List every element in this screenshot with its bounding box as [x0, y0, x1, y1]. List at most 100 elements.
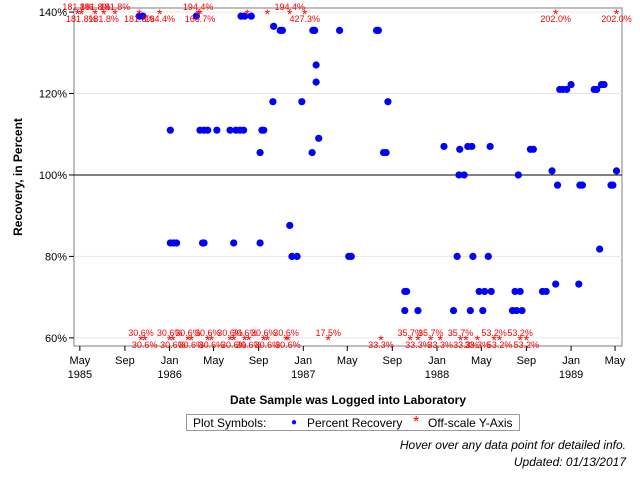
- off-scale-label: 194.4%: [274, 2, 305, 12]
- y-tick-label: 100%: [39, 170, 67, 182]
- legend: Plot Symbols: ● Percent Recovery * Off-s…: [186, 414, 520, 431]
- off-scale-marker: *: [261, 332, 267, 348]
- data-point: [529, 145, 537, 153]
- off-scale-label: 181.8%: [62, 2, 93, 12]
- data-point: [200, 239, 208, 247]
- data-point: [548, 167, 556, 175]
- y-tick-label: 120%: [39, 89, 67, 101]
- off-scale-marker: *: [378, 332, 384, 348]
- x-tick-label: Sep: [115, 355, 135, 367]
- off-scale-label: 194.4%: [144, 14, 175, 24]
- off-scale-label: 30.6%: [236, 340, 262, 350]
- data-point: [256, 148, 264, 157]
- y-axis-title: Recovery, in Percent: [11, 118, 25, 236]
- off-scale-marker: *: [197, 6, 203, 22]
- data-point: [269, 98, 277, 106]
- data-point: [456, 145, 464, 153]
- data-point: [213, 126, 221, 134]
- off-scale-marker: *: [209, 332, 215, 348]
- off-scale-label: 33.3%: [453, 340, 479, 350]
- off-scale-marker: *: [79, 6, 85, 22]
- data-point: [293, 252, 301, 261]
- data-point: [382, 148, 390, 157]
- data-point: [455, 171, 463, 179]
- y-tick-label: 80%: [45, 251, 67, 263]
- off-scale-marker: *: [136, 6, 142, 22]
- off-scale-marker: *: [142, 332, 148, 348]
- x-tick-sublabel: 1989: [559, 369, 583, 381]
- off-scale-marker: *: [195, 6, 201, 22]
- data-point: [347, 252, 355, 261]
- data-point: [453, 252, 461, 261]
- off-scale-label: 181.8%: [80, 2, 111, 12]
- data-point: [552, 280, 560, 288]
- off-scale-marker: *: [167, 332, 173, 348]
- data-point: [401, 306, 409, 315]
- off-scale-marker: *: [205, 332, 211, 348]
- off-scale-marker: *: [491, 332, 497, 348]
- off-scale-label: 166.7%: [185, 14, 216, 24]
- data-point: [609, 181, 617, 189]
- data-point: [312, 78, 320, 86]
- off-scale-label: 35.7%: [398, 328, 424, 338]
- x-tick-sublabel: 1986: [157, 369, 181, 381]
- legend-marker-star-icon: *: [413, 414, 420, 431]
- data-point: [240, 126, 248, 134]
- gridlines: [74, 11, 622, 339]
- off-scale-marker: *: [428, 332, 434, 348]
- x-tick-label: May: [203, 355, 224, 367]
- off-scale-label: 30.6%: [175, 328, 201, 338]
- data-point: [479, 306, 487, 315]
- off-scale-marker: *: [408, 332, 414, 348]
- off-scale-marker: *: [242, 332, 248, 348]
- data-point: [475, 287, 483, 296]
- data-point: [315, 134, 323, 142]
- data-point: [514, 171, 522, 179]
- off-scale-label: 30.6%: [251, 328, 277, 338]
- data-point: [449, 306, 458, 315]
- off-scale-marker: *: [246, 332, 252, 348]
- data-point: [298, 98, 306, 106]
- data-point: [484, 252, 492, 261]
- off-scale-marker: *: [475, 332, 481, 348]
- x-tick-label: Jan: [161, 355, 179, 367]
- off-scale-marker: *: [93, 6, 99, 22]
- data-point: [468, 142, 476, 151]
- x-tick-label: May: [471, 355, 492, 367]
- off-scale-marker: *: [170, 332, 176, 348]
- data-point: [247, 12, 255, 20]
- off-scale-marker: *: [517, 332, 523, 348]
- off-scale-marker: *: [285, 332, 291, 348]
- data-point: [226, 126, 234, 134]
- data-point: [567, 80, 575, 89]
- data-point: [230, 239, 238, 247]
- off-scale-label: 33.3%: [368, 340, 394, 350]
- off-scale-label: 30.6%: [195, 328, 221, 338]
- data-point: [511, 287, 519, 296]
- x-tick-label: Sep: [383, 355, 403, 367]
- data-point: [596, 245, 604, 253]
- series-layer: *181.8%*181.8%*181.8%*181.8%*181.8% *181.…: [62, 2, 631, 350]
- off-scale-marker: *: [287, 6, 293, 22]
- off-scale-marker: *: [458, 332, 464, 348]
- legend-label-percent-recovery: Percent Recovery: [307, 416, 403, 430]
- off-scale-marker: *: [101, 6, 107, 22]
- off-scale-marker: *: [75, 6, 81, 22]
- off-scale-label: 53.2%: [507, 328, 533, 338]
- x-tick-sublabel: 1987: [291, 369, 315, 381]
- off-scale-label: 30.6%: [221, 340, 247, 350]
- off-scale-marker: *: [138, 332, 144, 348]
- off-scale-marker: *: [524, 332, 530, 348]
- off-scale-label: 17.5%: [315, 328, 341, 338]
- data-point: [278, 26, 287, 34]
- off-scale-label: 181.8%: [124, 14, 155, 24]
- data-point: [270, 22, 278, 30]
- data-point: [440, 142, 448, 151]
- off-scale-label: 30.6%: [132, 340, 158, 350]
- off-scale-label: 30.6%: [232, 328, 258, 338]
- off-scale-label: 30.6%: [199, 340, 225, 350]
- data-point: [311, 26, 319, 34]
- data-point: [308, 148, 316, 157]
- legend-marker-circle-icon: ●: [291, 417, 298, 428]
- off-scale-label: 30.6%: [160, 340, 186, 350]
